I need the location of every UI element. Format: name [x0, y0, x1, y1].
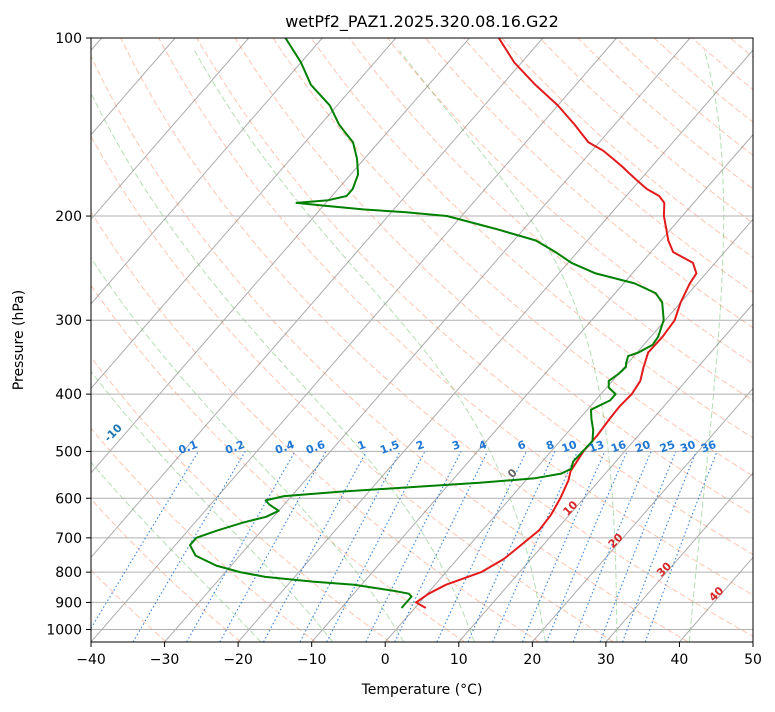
x-axis-label: Temperature (°C) — [361, 682, 483, 698]
x-tick-label: −30 — [150, 652, 180, 668]
x-tick-label: −10 — [297, 652, 327, 668]
y-tick-label: 500 — [55, 444, 82, 460]
y-tick-label: 1000 — [46, 622, 82, 638]
y-tick-label: 200 — [55, 209, 82, 225]
y-tick-label: 300 — [55, 313, 82, 329]
x-tick-label: 50 — [744, 652, 762, 668]
x-tick-label: 20 — [523, 652, 541, 668]
y-tick-label: 600 — [55, 491, 82, 507]
y-tick-label: 400 — [55, 387, 82, 403]
x-tick-label: −20 — [223, 652, 253, 668]
x-tick-label: −40 — [76, 652, 106, 668]
x-tick-label: 10 — [450, 652, 468, 668]
x-tick-label: 0 — [381, 652, 390, 668]
x-tick-label: 30 — [597, 652, 615, 668]
y-tick-label: 800 — [55, 565, 82, 581]
y-axis-label: Pressure (hPa) — [11, 290, 27, 390]
y-tick-label: 700 — [55, 531, 82, 547]
chart-title: wetPf2_PAZ1.2025.320.08.16.G22 — [285, 12, 559, 32]
y-tick-label: 100 — [55, 31, 82, 47]
y-tick-label: 900 — [55, 595, 82, 611]
x-tick-label: 40 — [671, 652, 689, 668]
